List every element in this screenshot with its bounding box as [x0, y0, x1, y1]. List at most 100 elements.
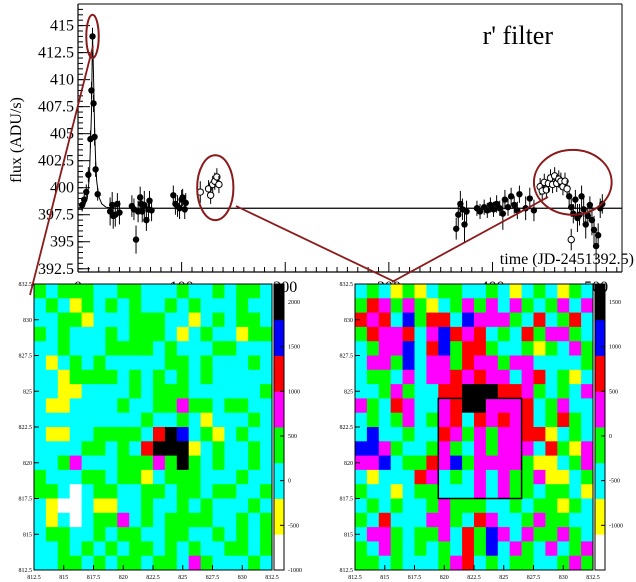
- heatmap-cell: [497, 384, 511, 399]
- heatmap-cell: [569, 527, 582, 542]
- heatmap-cell: [153, 312, 166, 328]
- heatmap-cell: [45, 498, 59, 514]
- heatmap-cell: [545, 384, 558, 399]
- heatmap-cell: [545, 512, 558, 528]
- heatmap-cell: [497, 326, 511, 342]
- heatmap-cell: [569, 469, 582, 485]
- heatmap-cell: [426, 355, 439, 371]
- heatmap-x-tick-label: 832.5: [265, 575, 279, 581]
- heatmap-cell: [474, 412, 487, 428]
- heatmap-cell: [45, 398, 59, 414]
- heatmap-cell: [81, 284, 94, 299]
- heatmap-cell: [81, 326, 94, 342]
- heatmap-cell: [93, 341, 106, 356]
- heatmap-cell: [93, 355, 106, 371]
- heatmap-cell: [81, 555, 94, 571]
- heatmap-cell: [533, 355, 546, 371]
- heatmap-cell: [141, 427, 154, 442]
- heatmap-cell: [450, 498, 463, 514]
- heatmap-cell: [474, 512, 487, 528]
- heatmap-cell: [402, 427, 415, 442]
- heatmap-cell: [355, 512, 368, 528]
- heatmap-cell: [402, 541, 415, 557]
- heatmap-cell: [57, 312, 71, 328]
- heatmap-cell: [105, 441, 118, 456]
- heatmap-cell: [69, 527, 82, 542]
- heatmap-cell: [236, 355, 249, 371]
- heatmap-cell: [93, 441, 106, 456]
- heatmap-cell: [390, 484, 403, 499]
- heatmap-cell: [69, 298, 82, 313]
- heatmap-cell: [533, 555, 546, 571]
- data-point-filled: [85, 171, 92, 178]
- heatmap-cell: [438, 298, 451, 313]
- heatmap-cell: [248, 455, 261, 471]
- heatmap-cell: [200, 369, 213, 385]
- heatmap-cell: [438, 498, 451, 514]
- heatmap-cell: [212, 284, 225, 299]
- heatmap-cell: [426, 369, 439, 385]
- heatmap-cell: [402, 284, 415, 299]
- heatmap-right: 812.5 815 817.5 820 822.5 825 827.5 830 832.5 812…: [340, 282, 624, 581]
- heatmap-cell: [545, 469, 558, 485]
- heatmap-cell: [509, 284, 522, 299]
- heatmap-cell: [533, 341, 546, 356]
- heatmap-cell: [581, 341, 594, 356]
- heatmap-cell: [569, 541, 582, 557]
- heatmap-cell: [212, 527, 225, 542]
- heatmap-cell: [117, 398, 130, 414]
- heatmap-cell: [509, 312, 522, 328]
- heatmap-cell: [378, 312, 392, 328]
- heatmap-cell: [81, 312, 94, 328]
- heatmap-cell: [57, 384, 71, 399]
- heatmap-cell: [260, 326, 273, 342]
- heatmap-cell: [581, 369, 594, 385]
- data-point-open: [563, 185, 571, 193]
- data-point-filled: [453, 225, 460, 232]
- heatmap-cell: [414, 441, 427, 456]
- heatmap-cell: [450, 341, 463, 356]
- heatmap-cell: [521, 312, 534, 328]
- heatmap-cell: [164, 284, 178, 299]
- heatmap-cell: [569, 384, 582, 399]
- heatmap-cell: [105, 312, 118, 328]
- heatmap-cell: [509, 412, 522, 428]
- heatmap-cell: [224, 484, 237, 499]
- heatmap-cell: [545, 427, 558, 442]
- heatmap-cell: [509, 498, 522, 514]
- heatmap-cell: [474, 384, 487, 399]
- heatmap-cell: [402, 412, 415, 428]
- heatmap-cell: [164, 498, 178, 514]
- heatmap-cell: [141, 412, 154, 428]
- heatmap-cell: [485, 284, 499, 299]
- heatmap-cell: [545, 284, 558, 299]
- heatmap-cell: [93, 512, 106, 528]
- heatmap-cell: [414, 384, 427, 399]
- heatmap-cell: [378, 527, 392, 542]
- data-point-filled: [484, 207, 491, 214]
- colorbar-segment: [595, 462, 605, 499]
- heatmap-cell: [260, 469, 273, 485]
- data-point-filled: [516, 190, 523, 198]
- heatmap-cell: [188, 541, 201, 557]
- heatmap-cell: [129, 484, 142, 499]
- heatmap-cell: [129, 527, 142, 542]
- heatmap-cell: [509, 355, 522, 371]
- heatmap-cell: [81, 412, 94, 428]
- heatmap-cell: [355, 455, 368, 471]
- heatmap-cell: [129, 355, 142, 371]
- heatmap-cell: [105, 541, 118, 557]
- heatmap-cell: [402, 498, 415, 514]
- heatmap-cell: [176, 341, 190, 356]
- heatmap-cell: [545, 441, 558, 456]
- heatmap-cell: [236, 326, 249, 342]
- heatmap-cell: [462, 441, 475, 456]
- heatmap-cell: [497, 555, 511, 571]
- heatmap-cell: [105, 527, 118, 542]
- data-point-filled: [148, 207, 155, 214]
- heatmap-cell: [129, 441, 142, 456]
- y-tick-label: 407.5: [38, 99, 74, 116]
- heatmap-cell: [176, 484, 190, 499]
- heatmap-cell: [485, 441, 499, 456]
- heatmap-cell: [164, 298, 178, 313]
